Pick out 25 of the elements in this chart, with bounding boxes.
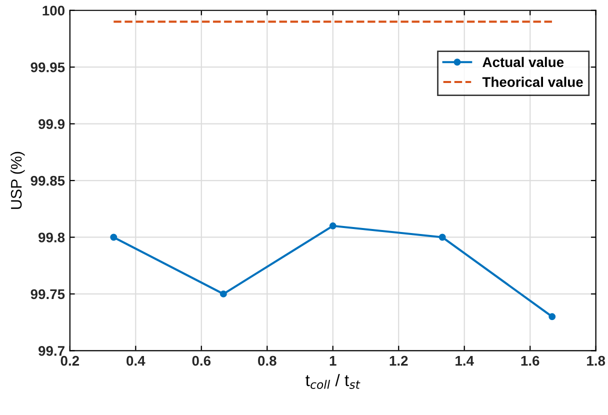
point — [220, 290, 227, 298]
y-tick-label: 99.85 — [30, 176, 65, 186]
legend-label: Actual value — [482, 56, 564, 68]
x-tick-label: 0.2 — [60, 356, 80, 366]
y-tick-label: 99.75 — [30, 289, 65, 300]
x-tick-label: 1.8 — [587, 356, 606, 366]
point — [110, 234, 118, 241]
y-axis-title: USP (%) — [10, 152, 25, 209]
legend-label: Theorical value — [482, 76, 583, 87]
y-tick-label: 99.9 — [38, 119, 65, 129]
x-axis-title: t$_{coll}$ / t$_{st}$ — [306, 374, 360, 389]
y-tick-label: 100 — [42, 6, 64, 16]
x-tick-label: 0.8 — [258, 356, 276, 366]
y-tick-label: 99.95 — [30, 62, 65, 72]
x-tick-label: 1 — [330, 356, 336, 366]
x-tick-label: 1.4 — [456, 356, 474, 366]
y-tick-label: 99.8 — [38, 232, 65, 242]
x-tick-label: 0.6 — [192, 356, 211, 366]
point — [329, 222, 336, 230]
y-tick-label: 99.7 — [38, 346, 64, 356]
point — [548, 313, 556, 320]
x-tick-label: 1.2 — [390, 356, 408, 366]
x-tick-label: 0.4 — [126, 356, 146, 366]
point — [438, 234, 446, 241]
x-tick-label: 1.6 — [521, 356, 540, 366]
